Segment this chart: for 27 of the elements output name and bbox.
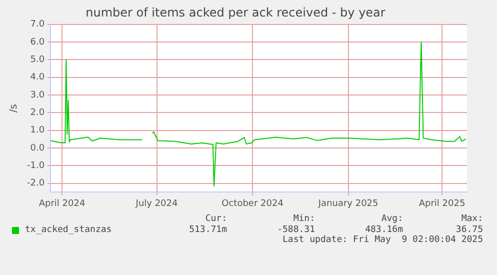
y-tick-label: 2.0 <box>30 108 45 118</box>
y-axis-title: /s <box>8 104 20 113</box>
y-tick-label: 3.0 <box>30 90 45 100</box>
legend-label: tx_acked_stanzas <box>25 225 112 235</box>
text: Cur: <box>204 214 227 224</box>
text: 513.71m <box>188 225 227 235</box>
text: 36.75 <box>454 225 483 235</box>
text: Last update: Fri May 9 02:00:04 2025 <box>282 235 484 245</box>
y-tick-label: -1.0 <box>27 161 45 172</box>
x-tick-label: July 2024 <box>134 198 178 209</box>
y-tick-label: 6.0 <box>30 37 45 48</box>
text: Max: <box>460 214 483 224</box>
y-tick-label: 7.0 <box>30 20 45 30</box>
text: Min: <box>292 214 315 224</box>
x-tick-label: January 2025 <box>317 198 378 209</box>
x-tick-label: April 2024 <box>38 198 86 209</box>
text: -588.31 <box>276 225 315 235</box>
x-tick-label: October 2024 <box>222 198 284 209</box>
y-tick-label: 4.0 <box>30 72 45 83</box>
y-tick-label: -2.0 <box>27 178 45 189</box>
text: Avg: <box>380 214 403 224</box>
x-tick-label: April 2025 <box>418 198 466 209</box>
text: 483.16m <box>364 225 403 235</box>
y-tick-label: 0.0 <box>30 143 45 154</box>
y-tick-label: 1.0 <box>30 126 45 136</box>
chart-title: number of items acked per ack received - by year <box>86 5 386 20</box>
y-tick-label: 5.0 <box>30 55 45 66</box>
